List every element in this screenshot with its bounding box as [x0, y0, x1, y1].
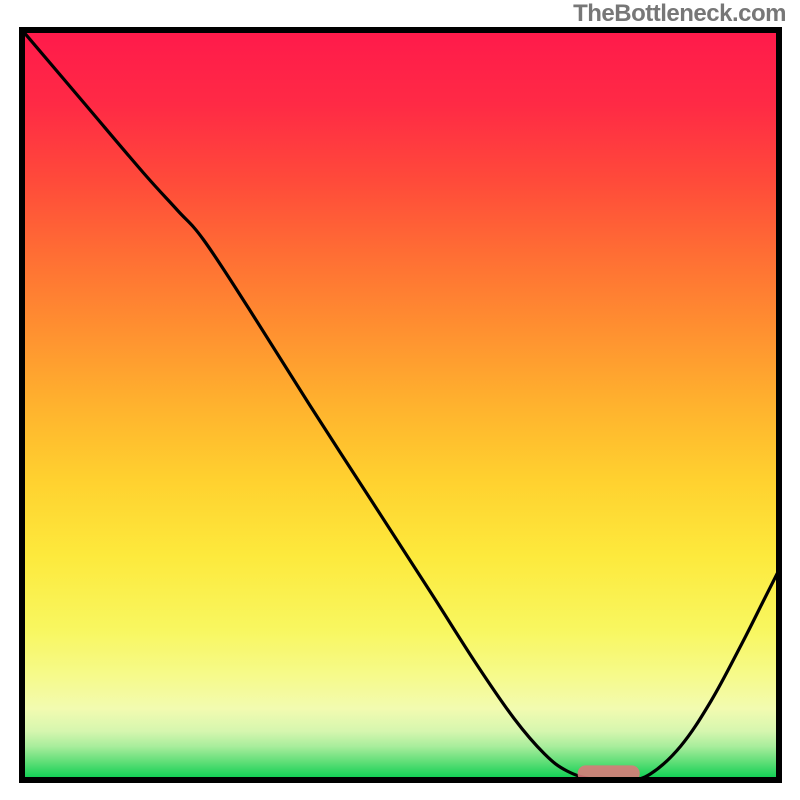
- watermark-text: TheBottleneck.com: [573, 0, 786, 28]
- gradient-background: [22, 30, 779, 780]
- plot-area: [22, 30, 779, 782]
- bottleneck-chart: TheBottleneck.com: [0, 0, 800, 800]
- chart-svg: [0, 0, 800, 800]
